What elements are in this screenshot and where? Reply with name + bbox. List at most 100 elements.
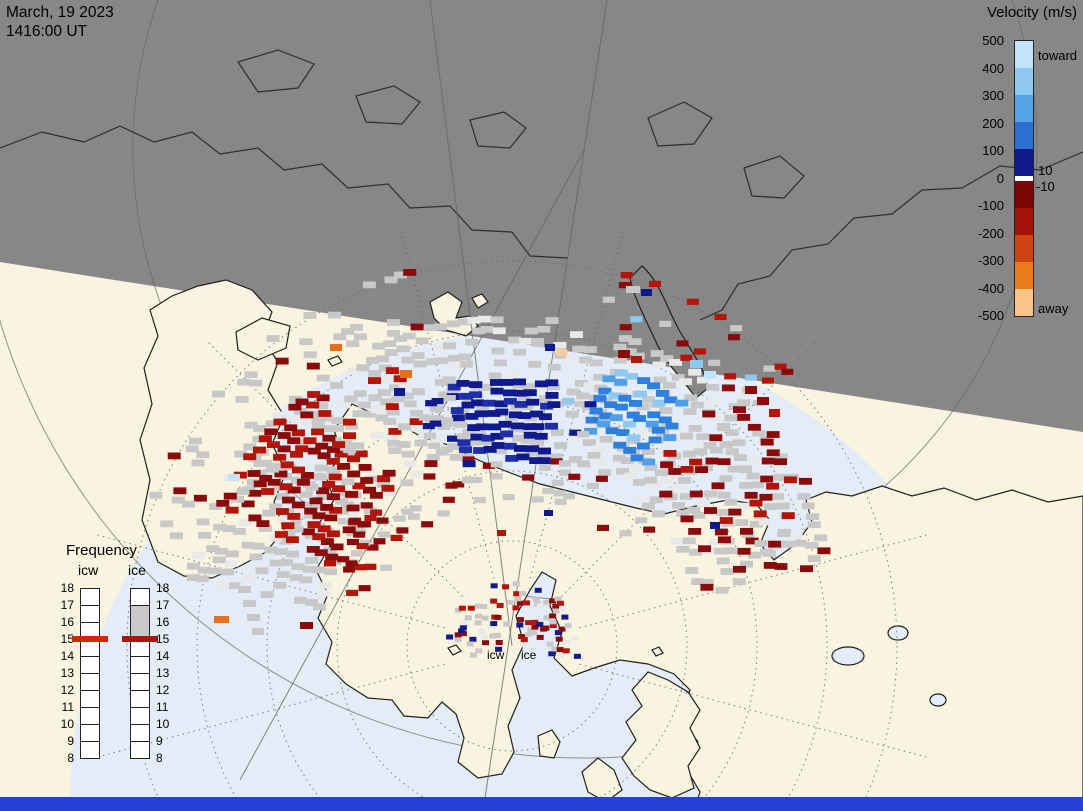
radar-cell <box>675 399 689 407</box>
radar-cell <box>599 435 613 443</box>
radar-cell <box>324 514 338 522</box>
radar-cell <box>708 359 721 366</box>
radar-cell <box>732 439 746 447</box>
radar-cell <box>353 333 367 341</box>
radar-cell <box>216 581 230 589</box>
radar-cell <box>671 374 685 381</box>
footer-bar <box>0 797 1083 811</box>
radar-cell <box>806 513 820 520</box>
radar-cell <box>525 620 533 626</box>
radar-cell <box>584 401 597 408</box>
radar-cell <box>258 435 272 443</box>
radar-cell <box>620 457 634 464</box>
radar-cell <box>554 442 568 449</box>
radar-cell <box>317 525 331 533</box>
radar-cell <box>480 603 488 609</box>
radar-cell <box>526 398 540 406</box>
radar-cell <box>409 505 422 512</box>
radar-cell <box>533 340 544 347</box>
radar-cell <box>370 406 384 414</box>
radar-cell <box>494 614 502 620</box>
radar-cell <box>467 424 481 431</box>
radar-cell <box>225 506 239 514</box>
radar-cell <box>376 517 389 524</box>
radar-cell <box>598 387 612 395</box>
radar-cell <box>291 501 305 509</box>
radar-cell <box>299 491 313 498</box>
radar-cell <box>389 384 402 392</box>
radar-cell <box>292 466 305 474</box>
radar-cell <box>333 333 347 341</box>
radar-cell <box>490 583 498 589</box>
radar-cell <box>516 622 524 628</box>
radar-cell <box>512 605 520 611</box>
radar-cell <box>618 282 631 289</box>
radar-cell <box>391 395 405 403</box>
radar-cell <box>394 335 407 342</box>
radar-cell <box>446 388 460 396</box>
frequency-tick-label: 9 <box>156 734 163 748</box>
radar-cell <box>309 497 323 505</box>
grid-circle <box>406 540 618 752</box>
radar-cell <box>548 651 556 657</box>
radar-cell <box>198 532 212 539</box>
radar-cell <box>642 502 655 510</box>
lake-small <box>929 693 947 707</box>
radar-cell <box>614 378 628 386</box>
radar-cell <box>312 502 326 510</box>
radar-cell <box>724 547 738 555</box>
radar-cell <box>737 399 751 407</box>
radar-cell <box>709 434 723 442</box>
radar-cell <box>708 538 722 546</box>
radar-cell <box>306 362 320 370</box>
frequency-tick-label: 12 <box>60 683 74 697</box>
frequency-histogram-box <box>80 690 100 708</box>
radar-cell <box>648 436 662 444</box>
radar-cell <box>643 526 656 533</box>
radar-cell <box>490 473 503 480</box>
frequency-tick-label: 10 <box>156 717 170 731</box>
radar-cell <box>437 423 451 430</box>
radar-cell <box>706 384 720 391</box>
radar-cell <box>502 389 516 397</box>
radar-cell <box>387 439 401 447</box>
radar-cell <box>770 493 784 500</box>
radar-cell <box>604 401 618 409</box>
radar-cell <box>193 494 207 502</box>
radar-cell <box>460 392 473 400</box>
radar-cell <box>549 453 563 461</box>
radar-cell <box>700 583 714 591</box>
radar-cell <box>587 452 601 459</box>
radar-cell <box>574 380 588 387</box>
radar-cell <box>357 521 370 528</box>
radar-cell <box>224 560 238 567</box>
radar-cell <box>549 613 557 619</box>
radar-cell <box>676 545 690 553</box>
radar-cell <box>288 518 302 526</box>
radar-cell <box>518 634 526 640</box>
radar-cell <box>461 401 475 409</box>
radar-cell <box>368 377 381 384</box>
radar-cell <box>269 534 283 542</box>
radar-cell <box>347 470 361 478</box>
radar-cell <box>659 490 673 498</box>
radar-cell <box>593 395 607 402</box>
radar-cell <box>711 482 725 490</box>
radar-cell <box>354 450 368 458</box>
radar-cell <box>384 349 398 356</box>
radar-cell <box>275 508 289 515</box>
radar-cell <box>683 408 697 415</box>
radar-cell <box>487 623 495 629</box>
radar-cell <box>313 603 326 611</box>
radar-cell <box>556 600 564 606</box>
radar-cell <box>260 591 274 598</box>
radar-cell <box>799 477 812 485</box>
frequency-legend: Frequency icw ice 18 17 16 15 14 13 12 11 10 9 8 1… <box>56 538 186 778</box>
radar-cell <box>766 449 780 457</box>
velocity-colorbar-segment <box>1015 122 1033 149</box>
radar-cell <box>730 325 743 332</box>
radar-cell <box>534 380 548 388</box>
radar-cell <box>373 538 386 545</box>
radar-cell <box>680 432 693 440</box>
